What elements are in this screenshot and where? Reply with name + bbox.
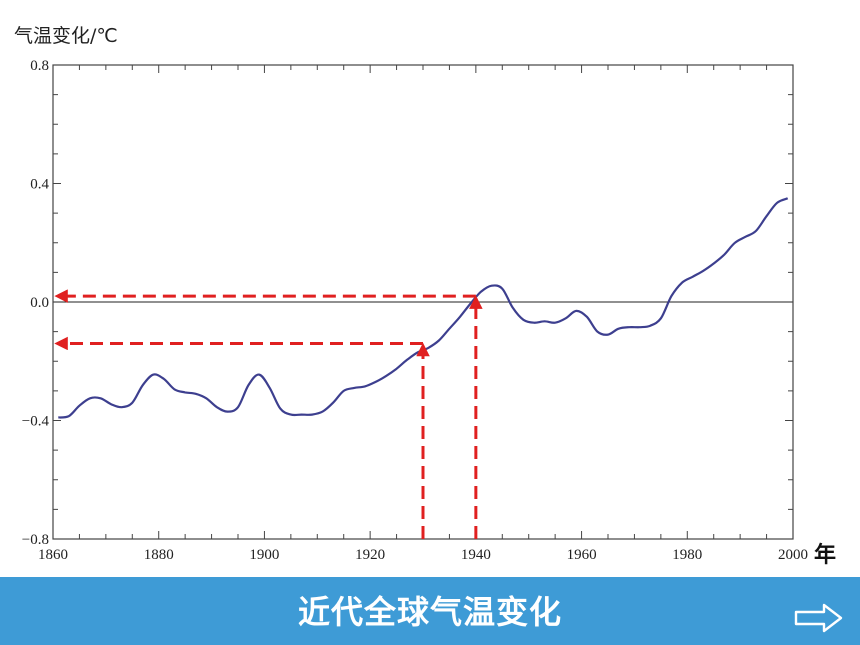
x-tick-label: 1960 — [567, 547, 597, 563]
y-tick-label: 0.4 — [30, 177, 49, 193]
x-tick-label: 2000 — [778, 547, 808, 563]
y-axis-label: 气温变化/℃ — [14, 25, 118, 47]
x-tick-label: 1860 — [38, 547, 68, 563]
caption-title: 近代全球气温变化 — [297, 593, 562, 631]
y-tick-label: 0.0 — [30, 295, 49, 311]
temperature-series-line — [58, 197, 789, 419]
x-tick-label: 1880 — [144, 547, 174, 563]
x-tick-label: 1940 — [461, 547, 491, 563]
x-tick-label: 1900 — [249, 547, 279, 563]
x-tick-label: 1920 — [355, 547, 385, 563]
y-tick-label: −0.4 — [22, 414, 50, 430]
y-tick-label: −0.8 — [22, 532, 49, 548]
next-slide-button[interactable] — [794, 603, 844, 633]
x-tick-label: 1980 — [672, 547, 702, 563]
caption-bar: 近代全球气温变化 — [0, 577, 860, 645]
right-arrow-icon — [794, 603, 843, 633]
y-tick-label: 0.8 — [30, 58, 49, 74]
temperature-chart: 气温变化/℃ 年 1860 1880 1900 1920 1940 1960 1980 200… — [14, 25, 836, 568]
x-axis-unit: 年 — [814, 542, 836, 568]
